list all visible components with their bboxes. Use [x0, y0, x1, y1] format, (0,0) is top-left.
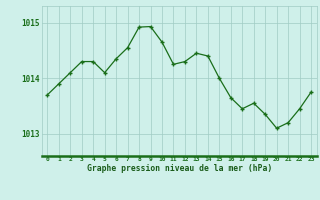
X-axis label: Graphe pression niveau de la mer (hPa): Graphe pression niveau de la mer (hPa) [87, 164, 272, 173]
